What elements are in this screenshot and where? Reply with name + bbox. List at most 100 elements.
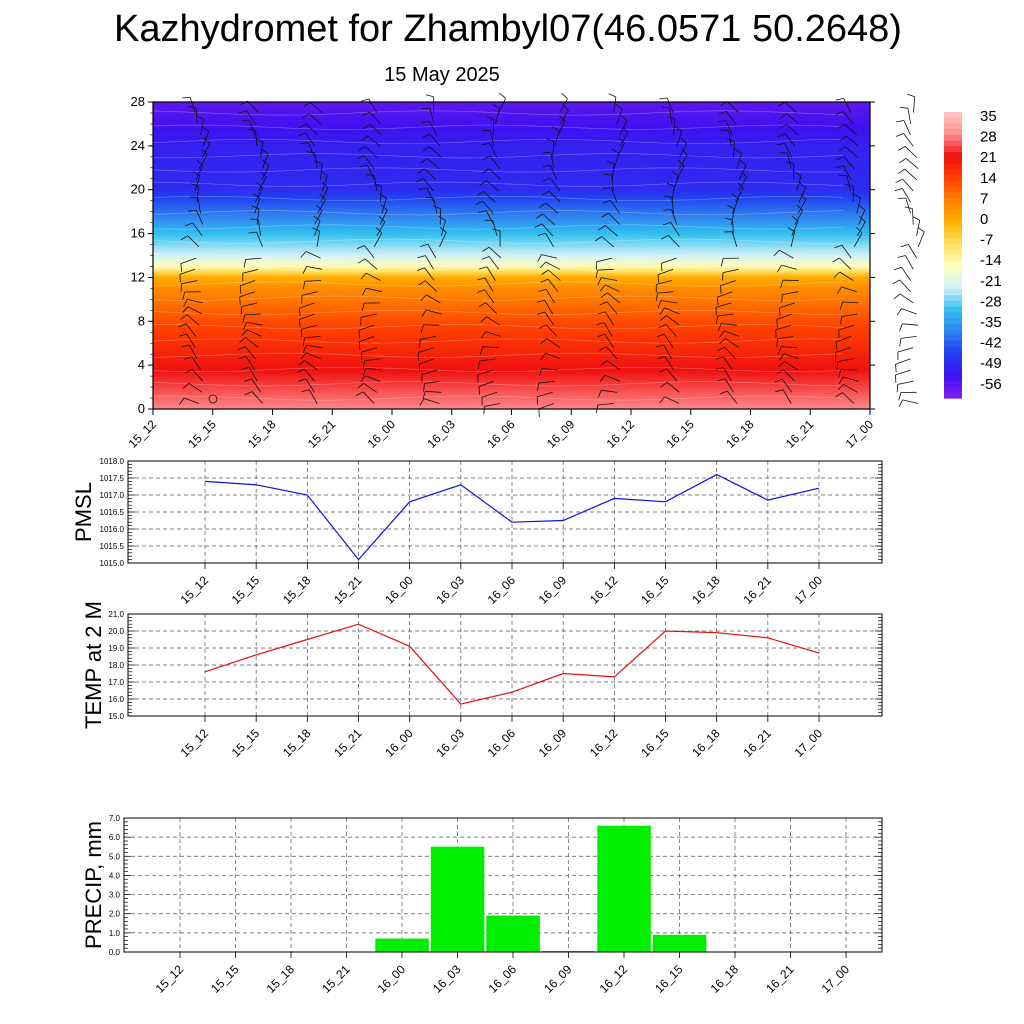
colorbar-segment xyxy=(944,180,962,187)
wind-barb-staff xyxy=(192,222,203,237)
x-tick-label: 16_18 xyxy=(689,573,723,607)
wind-barb-flag xyxy=(538,324,547,329)
wind-barb-staff xyxy=(610,200,621,214)
wind-barb-flag xyxy=(727,205,735,210)
wind-barb-staff xyxy=(194,175,201,192)
wind-barb-staff xyxy=(904,255,914,270)
wind-barb-flag xyxy=(203,137,211,144)
wind-barb-flag xyxy=(777,133,786,138)
wind-barb-flag xyxy=(835,341,838,350)
wind-barb-flag xyxy=(779,123,787,129)
wind-barb-staff xyxy=(439,232,447,248)
colorbar-segment xyxy=(944,392,962,399)
colorbar-segment xyxy=(944,260,962,268)
colorbar-segment xyxy=(944,329,962,336)
wind-barb-flag xyxy=(655,344,664,348)
wind-barb-staff xyxy=(784,133,796,147)
wind-barb-staff xyxy=(902,399,919,404)
wind-barb-staff xyxy=(261,165,270,180)
wind-barb-staff xyxy=(895,369,911,376)
wind-barb-flag xyxy=(540,338,548,345)
wind-barb-flag xyxy=(319,193,326,200)
wind-barb-flag xyxy=(662,222,671,226)
wind-barb-flag xyxy=(538,408,540,417)
wind-barb-staff xyxy=(668,235,680,248)
wind-barb-flag xyxy=(599,284,606,292)
wind-barb-flag xyxy=(657,274,660,283)
wind-barb-staff xyxy=(663,333,674,348)
wind-barb-flag xyxy=(534,223,543,228)
profile-x-tick-label: 15_21 xyxy=(305,417,339,451)
wind-barb-staff xyxy=(301,291,318,296)
wind-barb-staff xyxy=(492,220,498,236)
wind-barb-staff xyxy=(904,168,918,181)
wind-barb-staff xyxy=(858,209,866,225)
wind-barb-flag xyxy=(659,368,667,373)
colorbar-segment xyxy=(944,335,962,342)
wind-barb-flag xyxy=(190,183,199,187)
wind-barb-staff xyxy=(314,152,318,169)
wind-barb-flag xyxy=(298,360,305,366)
wind-barb-staff xyxy=(242,268,259,274)
y-tick-label: 15.0 xyxy=(108,712,124,721)
wind-barb-staff xyxy=(732,198,739,214)
wind-barb-staff xyxy=(306,345,323,348)
wind-barb-staff xyxy=(610,187,618,203)
temperature-contour xyxy=(152,381,844,387)
wind-barb-staff xyxy=(666,315,680,326)
wind-barb-staff xyxy=(364,258,378,270)
wind-barb-flag xyxy=(421,309,427,318)
wind-barb-staff xyxy=(666,97,674,113)
wind-barb-flag xyxy=(836,361,838,370)
wind-barb-flag xyxy=(900,244,909,248)
wind-barb-staff xyxy=(245,337,259,348)
wind-barb-staff xyxy=(185,323,197,337)
wind-barb-staff xyxy=(367,135,381,147)
wind-barb-staff xyxy=(548,190,561,203)
y-tick-label: 1017.5 xyxy=(100,474,125,483)
x-tick-label: 15_21 xyxy=(319,962,353,996)
wind-barb-flag xyxy=(832,257,840,263)
wind-barb-flag xyxy=(300,352,307,360)
wind-barb-flag xyxy=(839,135,847,141)
wind-barb-staff xyxy=(605,284,620,293)
wind-barb-flag xyxy=(536,299,545,303)
wind-barb-staff xyxy=(790,231,796,247)
wind-barb-staff xyxy=(722,268,739,273)
wind-barb-flag xyxy=(478,302,486,308)
wind-barb-staff xyxy=(305,251,321,259)
wind-barb-staff xyxy=(304,280,321,282)
wind-barb-flag xyxy=(681,148,688,156)
wind-barb-flag xyxy=(481,256,490,260)
wind-barb-staff xyxy=(425,309,442,315)
panel-frame xyxy=(123,817,883,953)
wind-barb-flag xyxy=(182,382,190,389)
wind-barb-flag xyxy=(422,391,426,400)
wind-barb-staff xyxy=(427,244,437,259)
colorbar-segment xyxy=(944,306,962,313)
colorbar-segment xyxy=(944,255,962,262)
colorbar-segment xyxy=(944,129,962,136)
wind-barb-flag xyxy=(196,115,204,120)
profile-x-tick-label: 16_09 xyxy=(544,417,578,451)
wind-barb-staff xyxy=(485,210,495,225)
wind-barb-flag xyxy=(917,226,925,233)
wind-barb-flag xyxy=(239,285,242,294)
y-tick-label: 1017.0 xyxy=(100,491,125,500)
wind-barb-flag xyxy=(358,330,360,339)
wind-barb-flag xyxy=(438,215,446,221)
profile-x-tick-label: 15_18 xyxy=(245,417,279,451)
x-tick-label: 15_12 xyxy=(178,573,212,607)
wind-barb-staff xyxy=(424,168,437,181)
wind-barb-staff xyxy=(723,367,732,382)
wind-barb-staff xyxy=(181,280,198,285)
wind-barb-staff xyxy=(606,301,618,315)
wind-barb-flag xyxy=(602,187,611,189)
wind-barb-flag xyxy=(357,382,364,389)
wind-barb-flag xyxy=(356,245,365,250)
colorbar-label: 35 xyxy=(980,108,997,125)
x-tick-label: 15_18 xyxy=(264,962,298,996)
wind-barb-flag xyxy=(482,168,490,174)
wind-barb-flag xyxy=(600,360,608,366)
wind-barb-staff xyxy=(798,187,806,203)
